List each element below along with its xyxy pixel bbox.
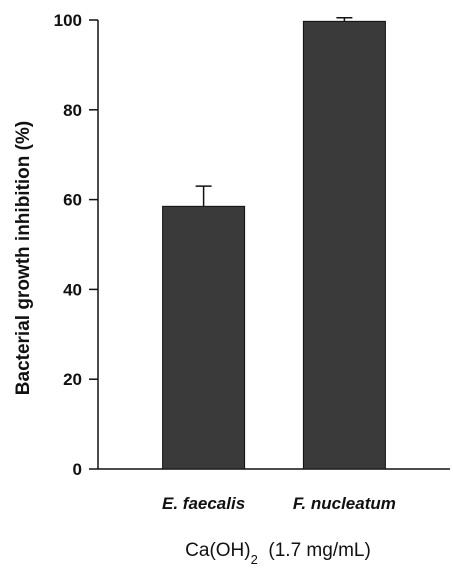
bars [162,20,386,470]
y-tick-label: 60 [63,191,82,210]
x-axis-title-prefix: Ca(OH) [185,540,250,561]
category-label: F. nucleatum [293,494,396,513]
error-bars [195,17,353,207]
y-tick-label: 20 [63,370,82,389]
category-labels: E. faecalis F. nucleatum [162,494,396,513]
x-axis-title-suffix: (1.7 mg/mL) [258,540,371,561]
y-tick-label: 100 [54,11,82,30]
y-tick-label: 80 [63,101,82,120]
bar [162,205,246,470]
x-axis-title-subscript: 2 [251,552,258,567]
y-tick-label: 40 [63,280,82,299]
x-axis-title: Ca(OH)2 (1.7 mg/mL) [185,540,371,567]
bar [302,20,386,470]
y-axis: 0 20 40 60 80 100 [54,11,99,479]
category-label: E. faecalis [162,494,245,513]
y-tick-label: 0 [73,460,82,479]
y-axis-title: Bacterial growth inhibition (%) [13,121,34,395]
